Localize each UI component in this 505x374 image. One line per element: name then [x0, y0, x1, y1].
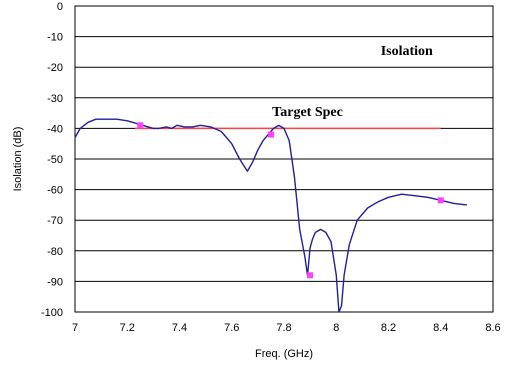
y-tick-label: -60	[47, 185, 63, 197]
data-marker	[137, 122, 144, 129]
y-tick-label: -50	[47, 154, 63, 166]
y-axis-label: Isolation (dB)	[12, 127, 24, 192]
grid-lines	[75, 36, 493, 282]
y-tick-label: -30	[47, 93, 63, 105]
x-tick-label: 7	[72, 322, 78, 334]
y-tick-label: -90	[47, 276, 63, 288]
x-tick-label: 8.6	[485, 322, 500, 334]
y-tick-label: -40	[47, 123, 63, 135]
y-tick-label: -100	[41, 307, 63, 319]
y-tick-label: -10	[47, 32, 63, 44]
annotation-layer: Isolation Target Spec	[272, 44, 433, 120]
x-tick-label: 8.2	[381, 322, 396, 334]
x-axis-label: Freq. (GHz)	[255, 348, 313, 360]
chart-annotation: Target Spec	[272, 105, 343, 120]
x-tick-label: 8.4	[433, 322, 448, 334]
x-tick-labels: 7 7.2 7.4 7.6 7.8 8 8.2 8.4 8.6	[72, 322, 501, 334]
x-tick-label: 7.8	[276, 322, 291, 334]
y-tick-labels: 0 -10 -20 -30 -40 -50 -60 -70 -80 -90 -100	[41, 1, 63, 319]
data-marker	[267, 131, 274, 138]
x-tick-label: 8	[333, 322, 339, 334]
x-tick-label: 7.2	[120, 322, 135, 334]
y-tick-label: -80	[47, 246, 63, 258]
x-tick-label: 7.4	[172, 322, 187, 334]
series-layer	[74, 118, 467, 313]
series-line	[74, 118, 467, 313]
data-marker	[437, 197, 444, 204]
y-tick-label: -20	[47, 62, 63, 74]
y-tick-label: -70	[47, 215, 63, 227]
y-tick-label: 0	[57, 1, 63, 13]
data-marker	[307, 272, 314, 279]
x-tick-label: 7.6	[224, 322, 239, 334]
chart-annotation: Isolation	[381, 44, 433, 59]
marker-layer	[137, 122, 444, 279]
